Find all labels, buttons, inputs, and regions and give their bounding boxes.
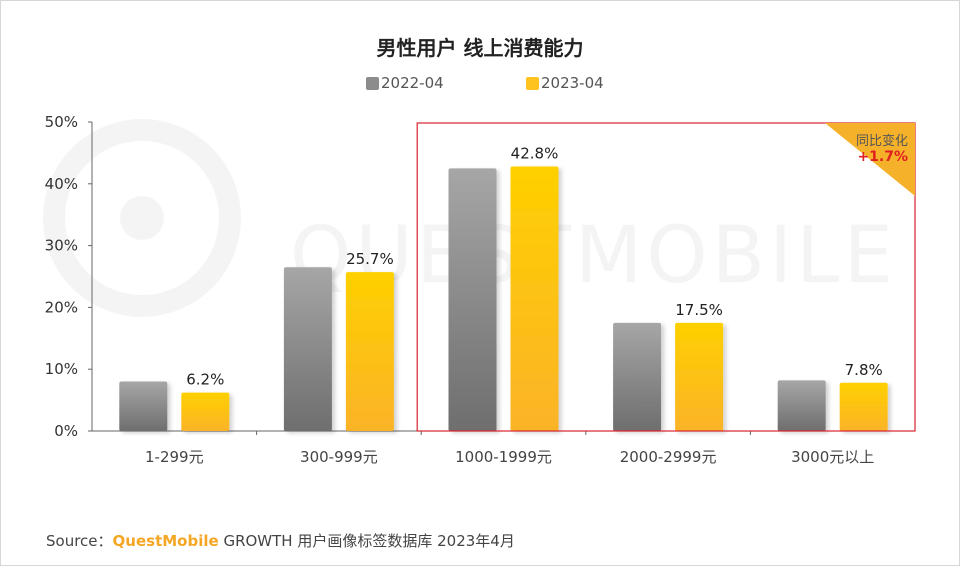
x-tick-label: 1-299元 bbox=[145, 448, 204, 466]
source-text: GROWTH 用户画像标签数据库 2023年4月 bbox=[223, 532, 515, 550]
bar-2023-04-3 bbox=[675, 322, 724, 431]
y-tick-label: 30% bbox=[45, 237, 78, 255]
legend-label-2022: 2022-04 bbox=[381, 74, 444, 92]
x-tick-label: 3000元以上 bbox=[791, 448, 874, 466]
y-tick-label: 20% bbox=[45, 298, 78, 316]
bar-2022-04-0 bbox=[119, 381, 168, 431]
legend-swatch-2023 bbox=[526, 76, 539, 90]
source-line: Source：QuestMobile GROWTH 用户画像标签数据库 2023… bbox=[46, 530, 515, 551]
y-tick-label: 10% bbox=[45, 360, 78, 378]
x-tick-label: 2000-2999元 bbox=[620, 448, 717, 466]
data-label: 17.5% bbox=[675, 301, 723, 319]
watermark-ring-icon bbox=[43, 119, 241, 317]
data-label: 42.8% bbox=[511, 144, 559, 162]
highlight-box bbox=[416, 122, 916, 432]
bar-2023-04-4 bbox=[839, 382, 888, 431]
x-tick-label: 300-999元 bbox=[300, 448, 378, 466]
legend: 2022-04 2023-04 bbox=[0, 74, 960, 96]
bar-2022-04-1 bbox=[283, 267, 332, 431]
y-tick-label: 0% bbox=[54, 422, 78, 440]
source-prefix: Source： bbox=[46, 532, 113, 550]
bar-2023-04-1 bbox=[345, 272, 394, 431]
yoy-value: +1.7% bbox=[857, 149, 908, 165]
source-brand: QuestMobile bbox=[112, 532, 219, 550]
data-label: 7.8% bbox=[845, 361, 883, 379]
yoy-label: 同比变化 bbox=[855, 134, 908, 149]
yoy-corner-triangle bbox=[825, 123, 915, 196]
y-tick-label: 50% bbox=[45, 113, 78, 131]
bar-2022-04-2 bbox=[448, 168, 497, 431]
data-label: 6.2% bbox=[186, 371, 224, 389]
legend-label-2023: 2023-04 bbox=[541, 74, 604, 92]
y-tick-label: 40% bbox=[45, 175, 78, 193]
legend-swatch-2022 bbox=[366, 76, 379, 90]
chart-title: 男性用户 线上消费能力 bbox=[376, 36, 584, 60]
watermark-dot-icon bbox=[120, 196, 164, 240]
bar-2022-04-4 bbox=[777, 380, 826, 431]
legend-item-2022: 2022-04 bbox=[366, 74, 444, 92]
x-tick-label: 1000-1999元 bbox=[455, 448, 552, 466]
yoy-callout: 同比变化 +1.7% bbox=[826, 130, 908, 165]
bar-2023-04-0 bbox=[181, 392, 230, 431]
legend-item-2023: 2023-04 bbox=[526, 74, 604, 92]
data-label: 25.7% bbox=[346, 250, 394, 268]
bar-2023-04-2 bbox=[510, 166, 559, 431]
bar-2022-04-3 bbox=[613, 322, 662, 431]
